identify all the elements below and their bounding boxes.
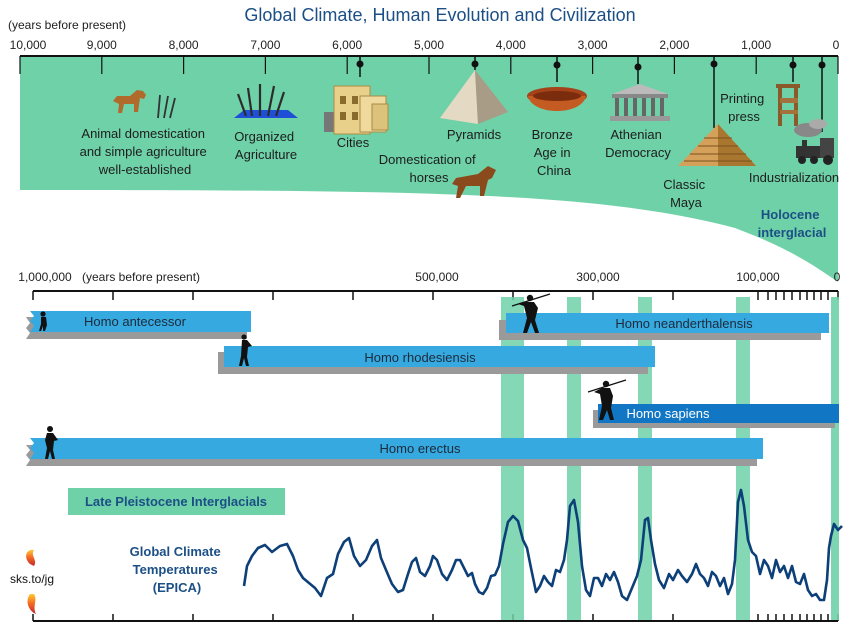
credit-text: sks.to/jg [10,572,54,586]
printing-press-icon [776,84,800,126]
bottom-axis-tick-label: 500,000 [415,270,459,284]
wheat-sheaf-icon [234,84,298,118]
hominin-silhouette-icon [45,426,58,459]
species-label: Homo neanderthalensis [615,316,753,331]
holocene-interglacial-label: Holocene interglacial [758,207,827,240]
species-label: Homo erectus [380,441,461,456]
milestone-label-printing-press: Printing press [720,91,768,124]
bottom-axis-tick-label: 100,000 [736,270,780,284]
milestone-label-bronze-age-china: Bronze Age in China [532,127,577,178]
temperature-series-label: Global Climate Temperatures (EPICA) [130,544,225,595]
milestone-label-organized-agriculture: Organized Agriculture [234,129,298,162]
hominin-spear-silhouette-icon [511,293,551,333]
top-axis-tick-label: 7,000 [250,38,280,52]
species-bar-homo-antecessor [30,311,251,332]
bottom-axis-tick-label: 1,000,000 [18,270,72,284]
hominin-spear-silhouette-icon [587,379,627,420]
bottom-axis-tick-label: 0 [834,270,841,284]
top-axis-tick-label: 1,000 [741,38,771,52]
skeptical-science-logo-icon [27,594,36,614]
top-axis-tick-label: 9,000 [87,38,117,52]
bottom-axis: (years before present) 1,000,000 500,000 3… [18,270,841,622]
milestone-label-pyramids: Pyramids [447,127,502,142]
hominin-silhouette-icon [39,311,47,331]
species-bar-homo-neanderthalensis [506,313,829,333]
pyramid-icon [440,70,508,124]
interglacial-band [831,297,839,620]
hominin-silhouette-icon [239,334,252,366]
bottom-axis-unit-label: (years before present) [82,270,200,284]
temperature-curve [242,488,843,602]
top-axis-tick-label: 3,000 [578,38,608,52]
species-label: Homo sapiens [626,406,710,421]
top-axis-tick-label: 4,000 [496,38,526,52]
milestone-label-cities: Cities [337,135,370,150]
credit: sks.to/jg [10,549,54,614]
top-axis: 10,000 9,000 8,000 7,000 6,000 5,000 4,000 3,00… [10,38,840,74]
top-axis-tick-label: 2,000 [659,38,689,52]
bronze-bowl-icon [527,87,587,111]
page-title: Global Climate, Human Evolution and Civi… [244,5,635,25]
top-axis-tick-label: 0 [833,38,840,52]
top-axis-unit-label: (years before present) [8,18,126,32]
interglacials-label: Late Pleistocene Interglacials [85,494,267,509]
milestone-label-athenian-democracy: Athenian Democracy [605,127,671,160]
greek-temple-icon [610,84,670,121]
city-buildings-icon [324,85,389,135]
species-bar-homo-erectus [30,438,763,459]
milestone-label-animal-domestication: Animal domestication and simple agricult… [80,126,211,177]
top-axis-tick-label: 8,000 [169,38,199,52]
top-axis-tick-label: 5,000 [414,38,444,52]
maya-pyramid-icon [678,124,756,166]
horse-icon [452,166,496,198]
milestone-label-domestication-of-horses: Domestication of horses [379,152,479,185]
top-axis-tick-label: 10,000 [10,38,47,52]
steam-locomotive-icon [794,119,834,165]
top-axis-tick-label: 6,000 [332,38,362,52]
species-bars: Homo antecessor Homo neanderthalensis Ho… [26,311,839,466]
hominin-silhouettes [39,293,627,459]
species-bar-homo-rhodesiensis [224,346,655,367]
species-label: Homo rhodesiensis [364,350,476,365]
bottom-axis-tick-label: 300,000 [576,270,620,284]
milestone-label-industrialization: Industrialization [749,170,839,185]
dog-and-grain-icon [113,90,176,119]
interglacials-label-box [68,488,285,515]
skeptical-science-logo-icon [26,549,36,566]
species-bar-homo-sapiens [598,404,839,423]
milestone-label-classic-maya: Classic Maya [663,177,709,210]
species-label: Homo antecessor [84,314,187,329]
milestone-pins [356,56,826,132]
